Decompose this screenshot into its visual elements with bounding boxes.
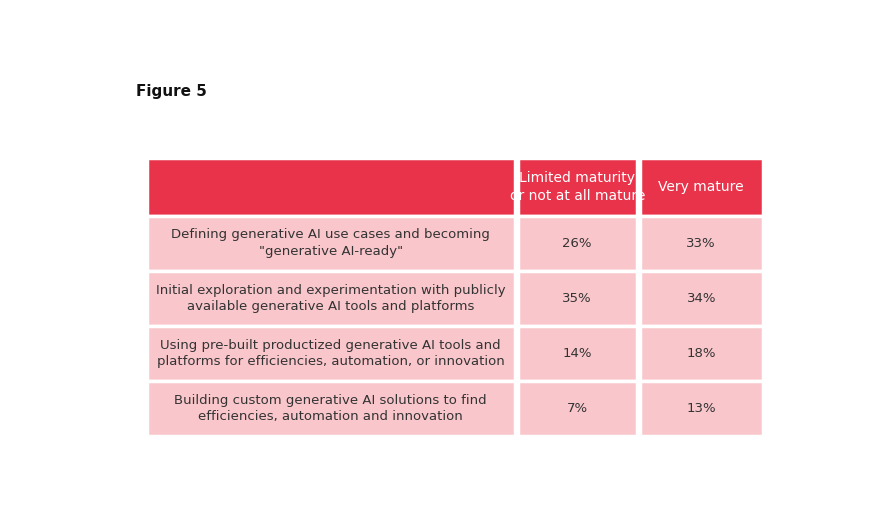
Text: 18%: 18%	[686, 347, 716, 360]
Bar	[147, 271, 515, 326]
Text: Initial exploration and experimentation with publicly
available generative AI to: Initial exploration and experimentation …	[156, 283, 505, 313]
Text: 7%: 7%	[566, 402, 588, 415]
Bar	[640, 215, 763, 271]
Text: 35%: 35%	[563, 292, 592, 305]
Bar	[517, 381, 637, 436]
Bar	[147, 326, 515, 381]
Bar	[147, 381, 515, 436]
Bar	[517, 215, 637, 271]
Text: 13%: 13%	[686, 402, 716, 415]
Text: Defining generative AI use cases and becoming
"generative AI-ready": Defining generative AI use cases and bec…	[171, 228, 490, 258]
Bar	[640, 271, 763, 326]
Text: 33%: 33%	[686, 237, 716, 250]
Text: Building custom generative AI solutions to find
efficiencies, automation and inn: Building custom generative AI solutions …	[175, 394, 487, 423]
Bar	[147, 158, 515, 215]
Text: Figure 5: Figure 5	[136, 84, 207, 99]
Bar	[147, 215, 515, 271]
Text: Using pre-built productized generative AI tools and
platforms for efficiencies, : Using pre-built productized generative A…	[156, 339, 504, 368]
Bar	[640, 381, 763, 436]
Bar	[517, 158, 637, 215]
Text: 34%: 34%	[686, 292, 716, 305]
Bar	[640, 158, 763, 215]
Text: Limited maturity
or not at all mature: Limited maturity or not at all mature	[510, 171, 645, 203]
Bar	[517, 326, 637, 381]
Bar	[640, 326, 763, 381]
Bar	[517, 271, 637, 326]
Text: Very mature: Very mature	[658, 180, 744, 194]
Text: 14%: 14%	[563, 347, 592, 360]
Text: 26%: 26%	[563, 237, 592, 250]
